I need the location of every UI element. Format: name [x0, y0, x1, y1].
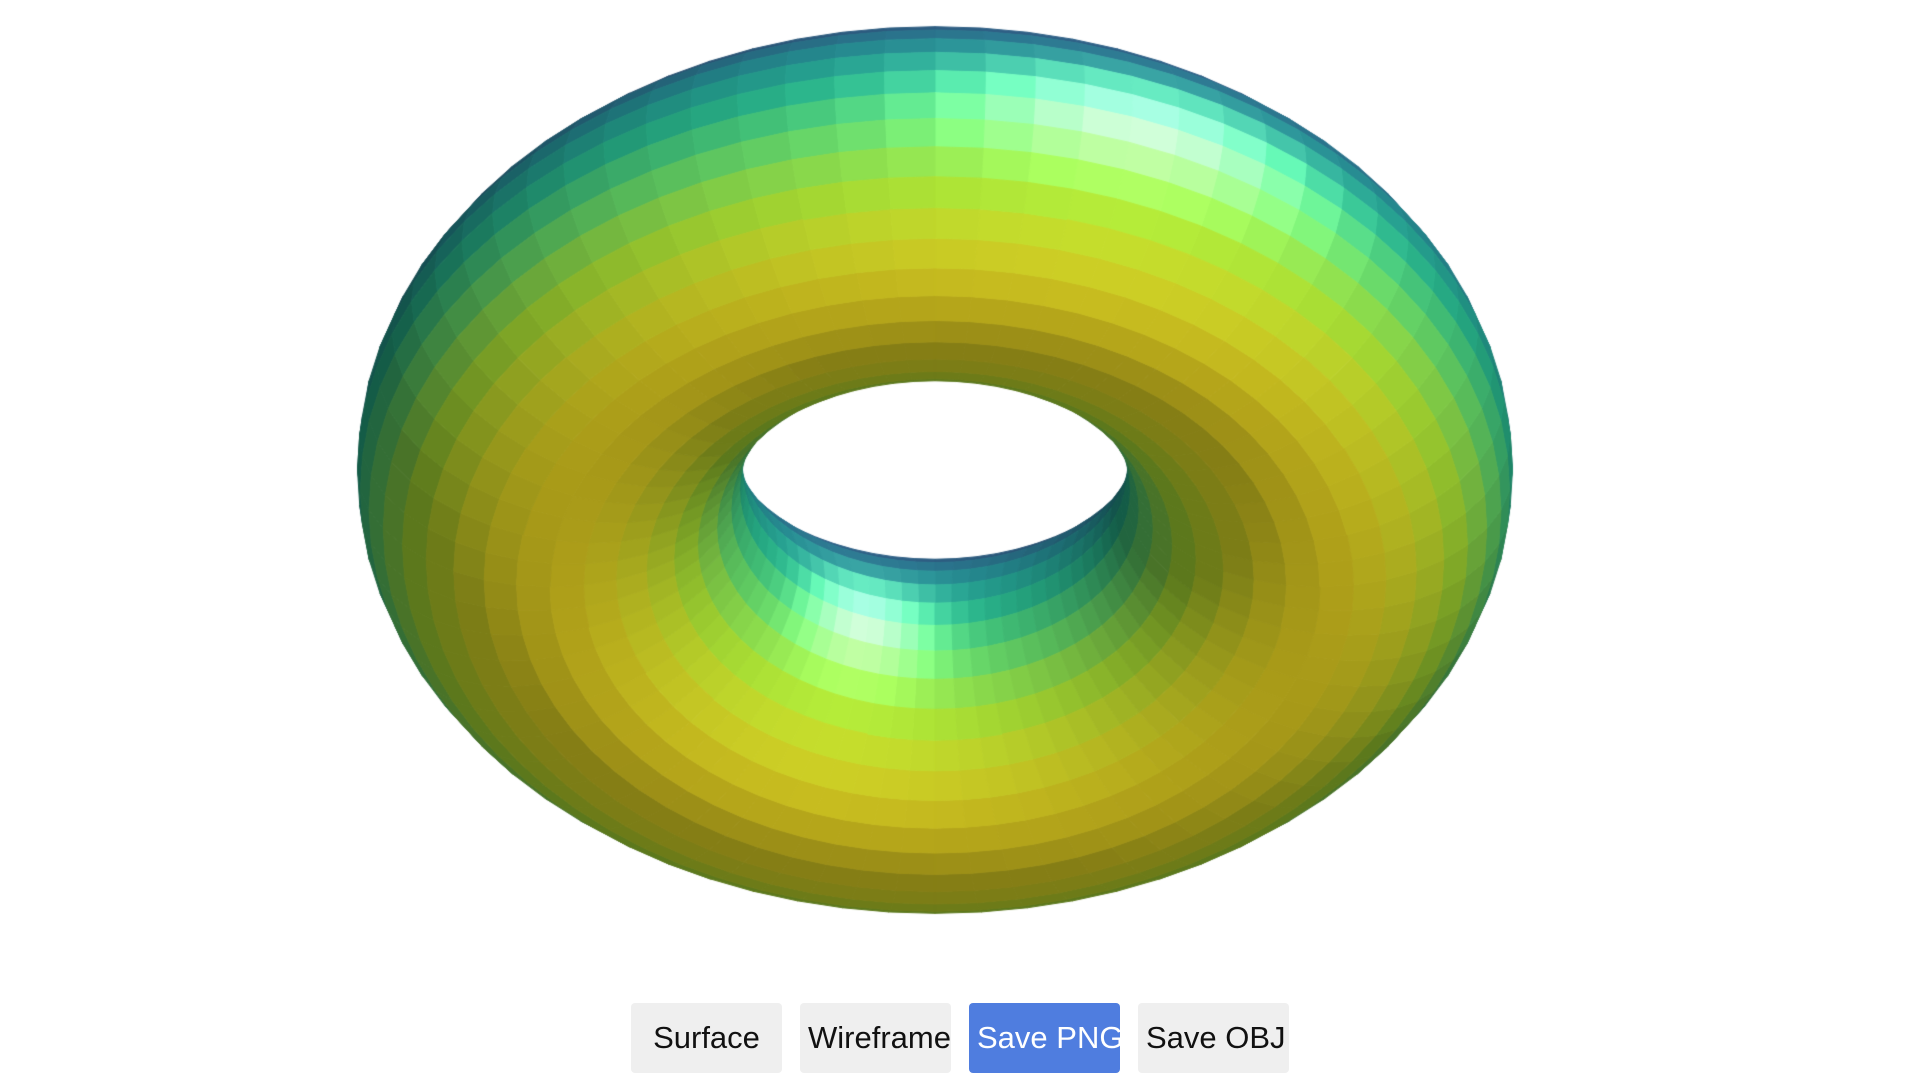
torus-surface-canvas[interactable]	[0, 0, 1920, 960]
surface-button[interactable]: Surface	[631, 1003, 782, 1073]
3d-viewport[interactable]	[0, 0, 1920, 960]
save-obj-button[interactable]: Save OBJ	[1138, 1003, 1289, 1073]
wireframe-button[interactable]: Wireframe	[800, 1003, 951, 1073]
save-png-button[interactable]: Save PNG	[969, 1003, 1123, 1073]
toolbar: Surface Wireframe Save PNG Save OBJ	[0, 1003, 1920, 1073]
